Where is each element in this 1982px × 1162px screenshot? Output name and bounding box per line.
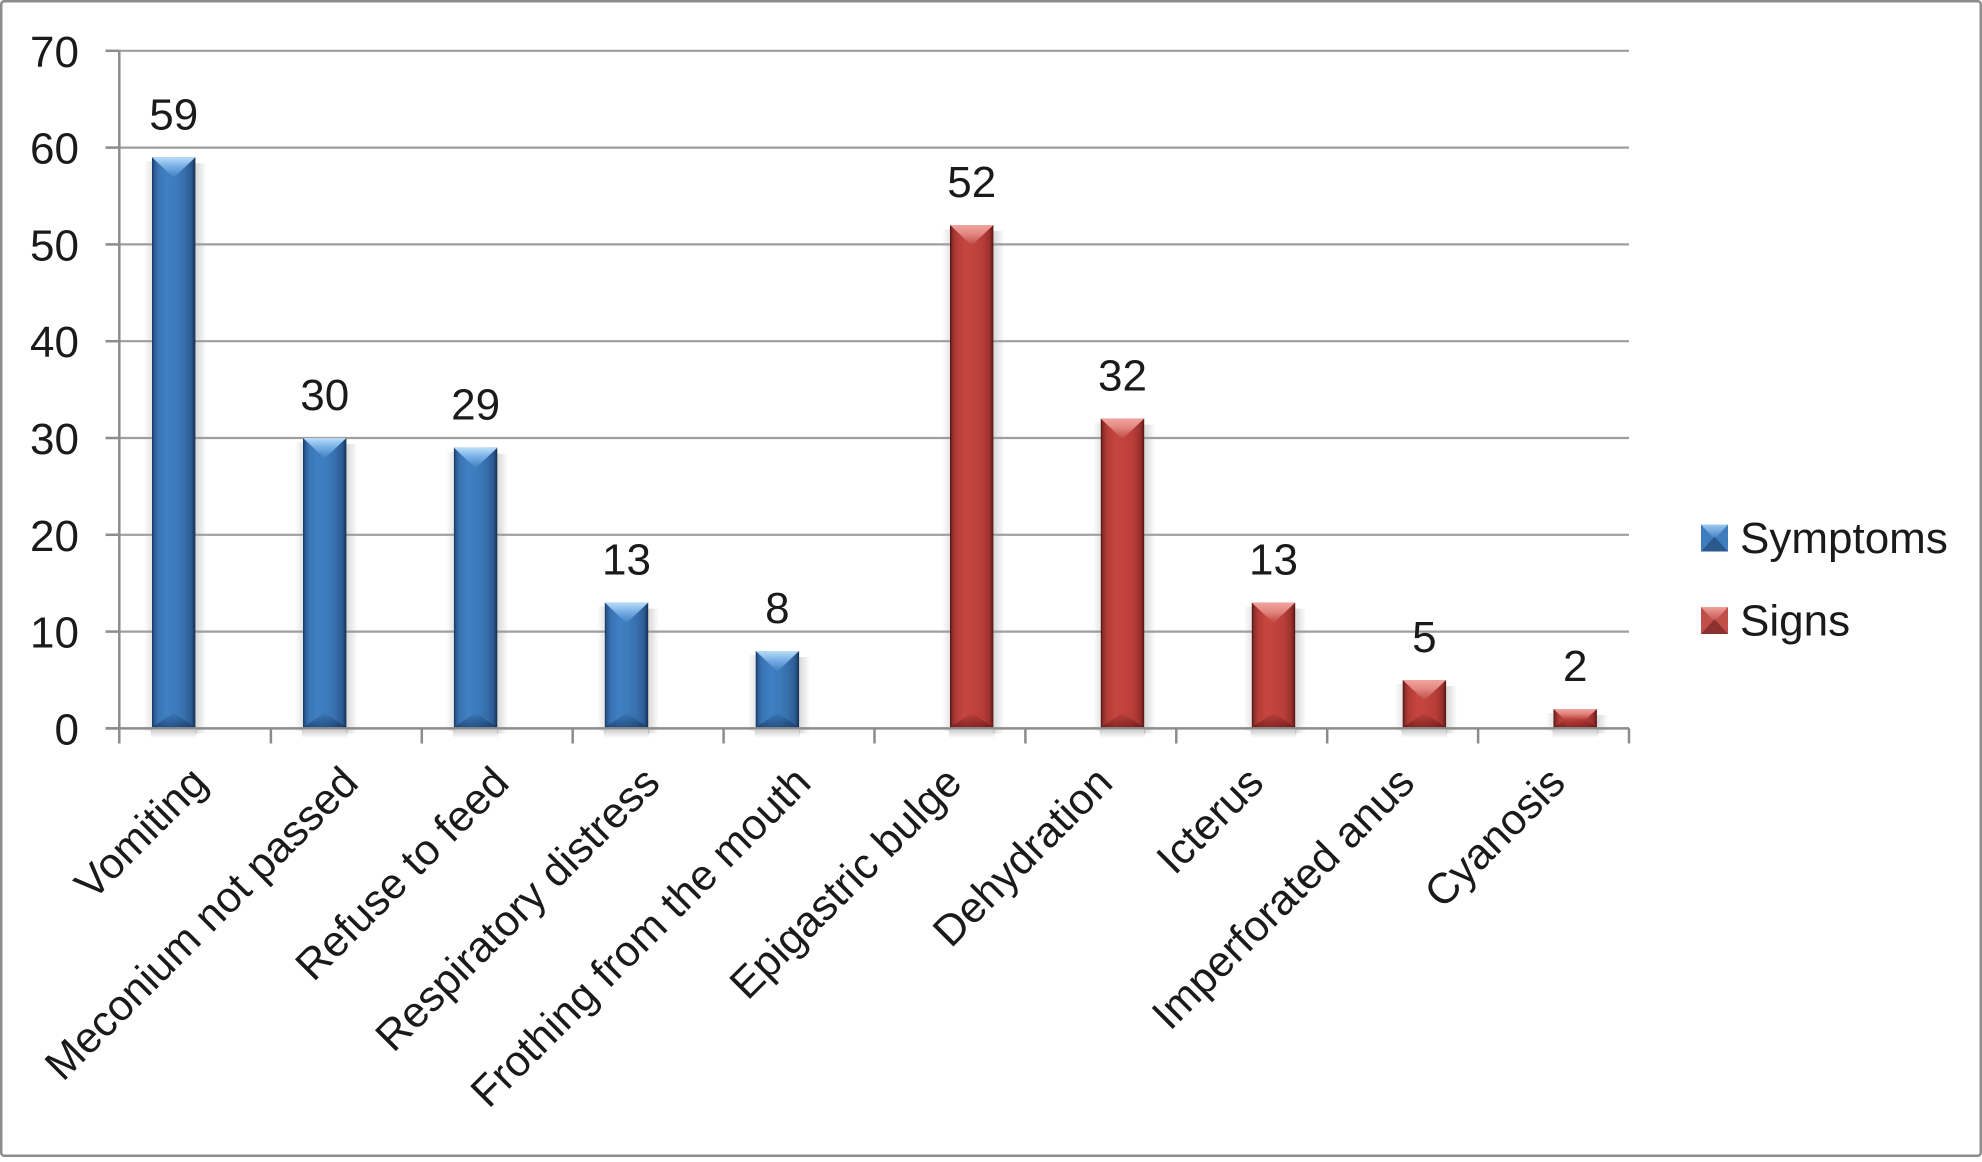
svg-text:30: 30	[30, 415, 79, 464]
svg-text:70: 70	[30, 28, 79, 77]
svg-text:10: 10	[30, 609, 79, 658]
svg-text:Signs: Signs	[1740, 597, 1850, 646]
svg-text:13: 13	[602, 536, 651, 585]
svg-text:60: 60	[30, 125, 79, 174]
svg-text:8: 8	[765, 584, 789, 633]
svg-text:30: 30	[300, 371, 349, 420]
svg-text:52: 52	[947, 158, 996, 207]
svg-text:0: 0	[55, 705, 79, 754]
svg-text:Symptoms: Symptoms	[1740, 514, 1948, 563]
svg-text:20: 20	[30, 512, 79, 561]
svg-text:2: 2	[1563, 642, 1587, 691]
svg-text:40: 40	[30, 318, 79, 367]
svg-text:5: 5	[1412, 613, 1436, 662]
svg-text:32: 32	[1098, 352, 1147, 401]
svg-text:13: 13	[1249, 536, 1298, 585]
svg-text:50: 50	[30, 221, 79, 270]
svg-text:59: 59	[149, 90, 198, 139]
svg-text:29: 29	[451, 381, 500, 430]
